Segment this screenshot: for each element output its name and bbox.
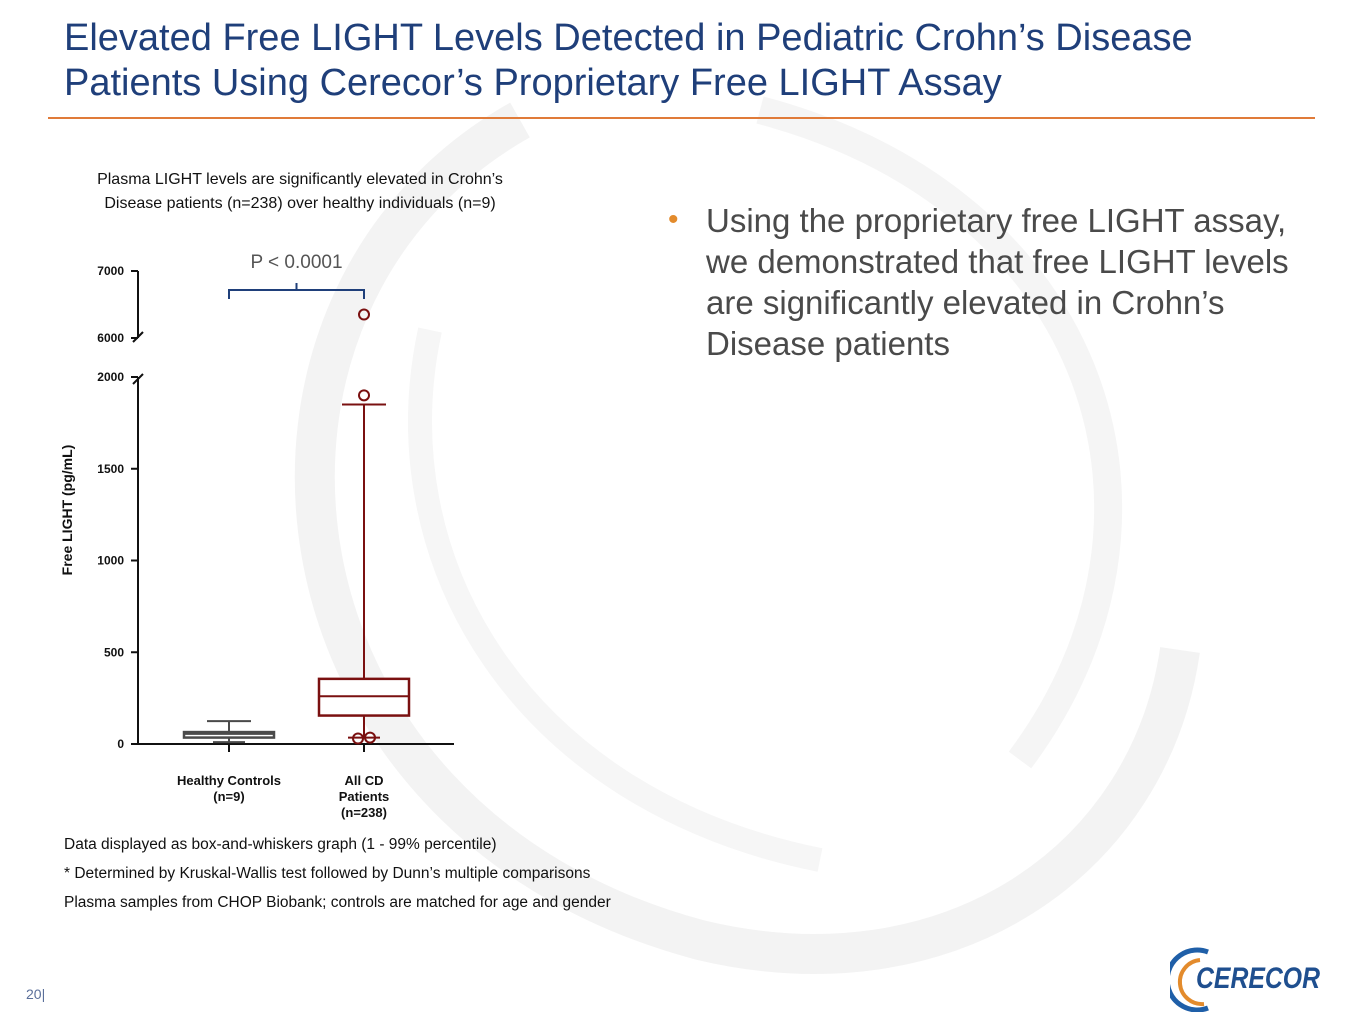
box-whisker-chart: 0 500 1000 1500 2000 6000 7000 Free LIGHT (pg/m… (59, 252, 454, 820)
x-category-label: (n=238) (341, 805, 387, 820)
bullet-dot-icon: • (668, 203, 679, 236)
chart-caption-line-2: Disease patients (n=238) over healthy in… (104, 195, 496, 212)
note-line: Plasma samples from CHOP Biobank; contro… (64, 894, 611, 911)
y-tick-label: 7000 (97, 264, 124, 278)
cerecor-logo: CERECOR (1170, 947, 1320, 1012)
y-tick-label: 0 (117, 737, 124, 751)
y-tick-label: 1500 (97, 462, 124, 476)
x-category-label: All CD (345, 773, 384, 788)
chart-caption: Plasma LIGHT levels are significantly el… (60, 168, 540, 216)
y-tick-label: 500 (104, 645, 124, 659)
outlier-point (364, 731, 376, 744)
axis-break-mark (132, 373, 144, 385)
title-divider (48, 117, 1315, 119)
x-category-label: Healthy Controls (177, 773, 281, 788)
bullet-point: • Using the proprietary free LIGHT assay… (668, 200, 1308, 364)
significance-label: P < 0.0001 (250, 252, 342, 273)
significance-bracket (228, 283, 365, 299)
y-axis-label: Free LIGHT (pg/mL) (59, 445, 75, 576)
note-line: Data displayed as box-and-whiskers graph… (64, 836, 497, 853)
x-category-label: (n=9) (213, 789, 244, 804)
x-category-label: Patients (339, 789, 390, 804)
bullet-text: Using the proprietary free LIGHT assay, … (706, 202, 1289, 362)
title-line-2: Patients Using Cerecor’s Proprietary Fre… (64, 62, 1002, 104)
y-tick-label: 1000 (97, 554, 124, 568)
chart-notes: Data displayed as box-and-whiskers graph… (64, 832, 611, 919)
title-line-1: Elevated Free LIGHT Levels Detected in P… (64, 17, 1193, 59)
outlier-point (358, 308, 370, 321)
y-tick-label: 2000 (97, 370, 124, 384)
slide-title: Elevated Free LIGHT Levels Detected in P… (64, 16, 1304, 106)
y-tick-label: 6000 (97, 331, 124, 345)
note-line: * Determined by Kruskal-Wallis test foll… (64, 865, 591, 882)
outlier-point (352, 732, 364, 745)
outlier-point (358, 389, 370, 402)
chart-caption-line-1: Plasma LIGHT levels are significantly el… (97, 171, 503, 188)
page-number: 20| (26, 986, 46, 1002)
svg-text:CERECOR: CERECOR (1196, 962, 1320, 995)
